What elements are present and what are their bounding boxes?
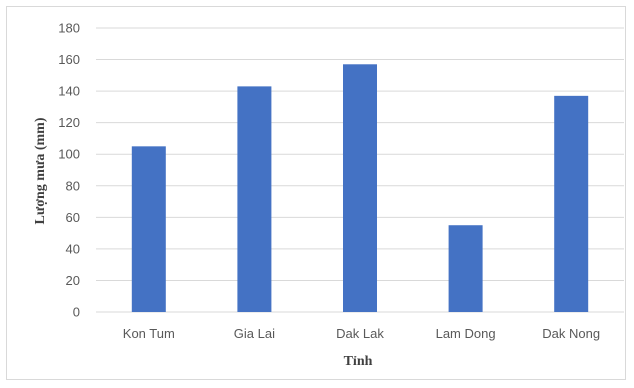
x-tick-label: Lam Dong <box>436 326 496 341</box>
x-tick-label: Kon Tum <box>123 326 175 341</box>
y-tick-label: 100 <box>58 147 80 162</box>
y-tick-label: 40 <box>66 241 80 256</box>
x-tick-labels: Kon Tum Gia Lai Dak Lak Lam Dong Dak Nong <box>123 326 600 341</box>
y-tick-label: 20 <box>66 273 80 288</box>
y-tick-label: 60 <box>66 210 80 225</box>
bar-kon-tum <box>131 146 166 312</box>
bar-lam-dong <box>448 225 483 312</box>
x-axis-title: Tỉnh <box>344 354 373 369</box>
y-tick-label: 0 <box>73 305 80 320</box>
y-tick-label: 120 <box>58 115 80 130</box>
y-tick-label: 160 <box>58 52 80 67</box>
x-tick-label: Gia Lai <box>234 326 275 341</box>
x-tick-label: Dak Nong <box>542 326 600 341</box>
y-axis-title: Lượng mưa (mm) <box>33 117 48 224</box>
y-tick-label: 140 <box>58 84 80 99</box>
y-tick-label: 80 <box>66 178 80 193</box>
bar-dak-nong <box>554 95 589 312</box>
y-tick-label: 180 <box>58 21 80 36</box>
gridlines <box>96 27 624 313</box>
x-tick-label: Dak Lak <box>336 326 384 341</box>
bars <box>131 64 589 313</box>
chart-frame <box>6 6 626 380</box>
bar-dak-lak <box>343 64 377 313</box>
bar-gia-lai <box>237 86 272 312</box>
y-tick-labels: 0 20 40 60 80 100 120 140 160 180 <box>58 21 80 320</box>
